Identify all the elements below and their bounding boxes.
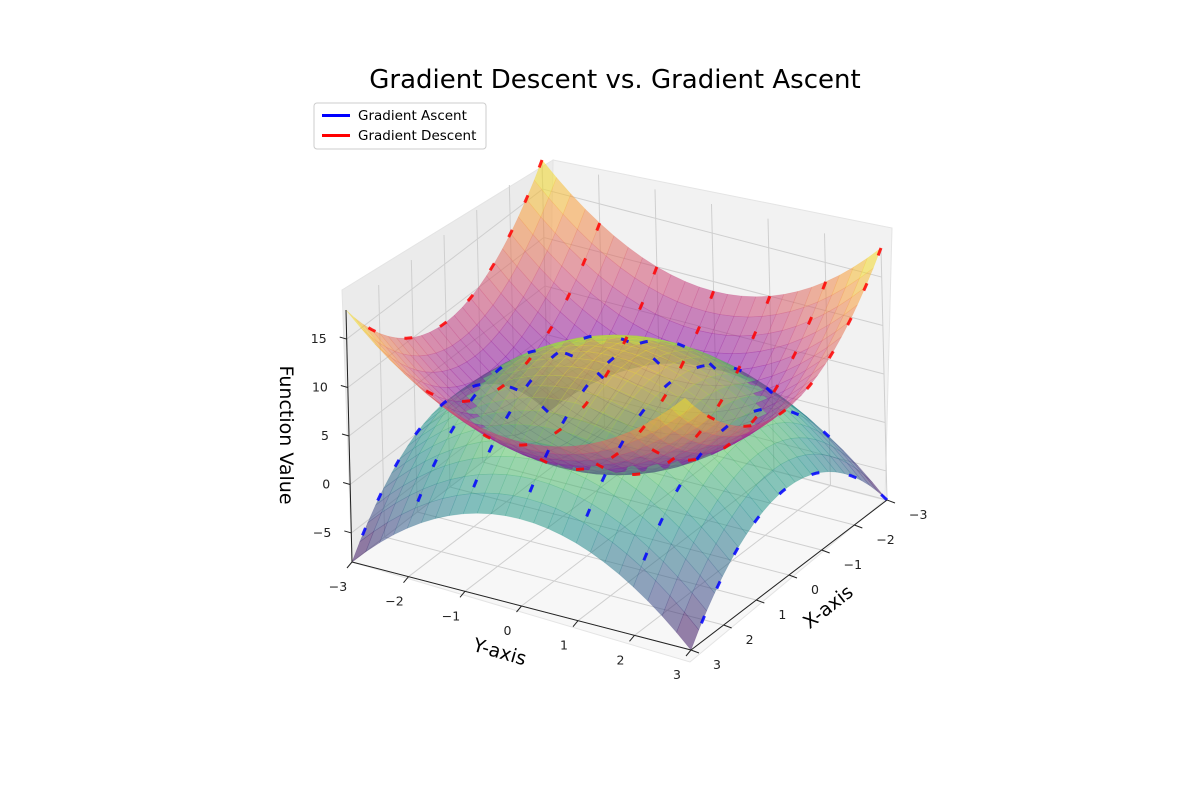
gradient-path-descent — [459, 266, 659, 447]
x-tick-label: 3 — [713, 657, 721, 672]
gradient-path-descent — [628, 281, 828, 462]
z-tick-mark — [344, 530, 352, 534]
gradient-path-ascent — [350, 382, 550, 563]
surfaces — [345, 159, 888, 651]
gradient-paths — [344, 159, 889, 651]
x-tick-label: −1 — [844, 557, 862, 572]
legend: Gradient Ascent Gradient Descent — [313, 102, 487, 150]
y-tick-mark — [572, 620, 579, 627]
gradient-path-ascent — [517, 339, 717, 520]
y-tick-mark — [346, 561, 353, 569]
legend-label-ascent: Gradient Ascent — [358, 108, 467, 124]
x-tick-mark — [690, 649, 700, 654]
y-tick-label: 3 — [673, 667, 681, 682]
gradient-path-ascent — [689, 470, 889, 651]
gradient-path-descent — [516, 290, 716, 471]
gradient-path-descent — [572, 295, 772, 476]
z-tick-label: −5 — [313, 525, 331, 540]
x-tick-mark — [854, 524, 863, 529]
gradient-path-descent — [683, 247, 883, 428]
x-axis-title: X-axis — [799, 581, 857, 633]
x-tick-label: −3 — [909, 507, 927, 522]
y-tick-mark — [516, 605, 522, 613]
z-tick-mark — [343, 481, 351, 485]
z-tick-label: 0 — [322, 476, 330, 491]
x-tick-mark — [723, 624, 732, 629]
z-tick-label: 10 — [312, 380, 328, 395]
gradient-path-ascent — [405, 348, 605, 529]
x-tick-mark — [821, 549, 830, 554]
y-tick-label: 1 — [560, 638, 568, 653]
y-tick-label: 2 — [617, 652, 625, 667]
gradient-path-ascent — [631, 407, 831, 588]
x-tick-label: −2 — [876, 532, 894, 547]
z-tick-mark — [340, 385, 348, 389]
x-tick-mark — [886, 499, 896, 504]
z-tick-mark — [339, 336, 347, 340]
y-tick-mark — [629, 635, 635, 642]
y-tick-mark — [403, 576, 409, 583]
axes: −3 −2 −1 0 1 2 3 −3 −2 −1 0 1 2 3 −5 0 5 10 15 — [311, 309, 927, 682]
pane-grid-z-x — [542, 188, 882, 278]
y-tick-label: −1 — [442, 608, 460, 623]
chart-title: Gradient Descent vs. Gradient Ascent — [369, 65, 860, 95]
pane-grid-z-y — [346, 188, 543, 340]
y-tick-label: −3 — [329, 579, 347, 594]
gradient-path-descent — [344, 159, 544, 340]
z-tick-mark — [341, 433, 350, 437]
z-axis-title: Function Value — [275, 365, 297, 504]
y-tick-mark — [685, 649, 692, 657]
z-tick-label: 15 — [311, 331, 327, 346]
x-tick-label: 0 — [811, 582, 819, 597]
z-tick-label: 5 — [321, 428, 329, 443]
x-tick-mark — [756, 599, 765, 604]
y-tick-mark — [459, 591, 466, 598]
y-tick-label: −2 — [385, 594, 403, 609]
legend-box — [313, 102, 487, 150]
legend-label-descent: Gradient Descent — [358, 128, 476, 144]
y-axis-title: Y-axis — [470, 634, 529, 670]
y-tick-label: 0 — [504, 623, 512, 638]
x-tick-mark — [788, 574, 798, 579]
surface-facet — [670, 397, 694, 417]
x-tick-label: 1 — [778, 607, 786, 622]
x-tick-label: 2 — [746, 632, 754, 647]
gradient-path-descent — [402, 222, 602, 403]
